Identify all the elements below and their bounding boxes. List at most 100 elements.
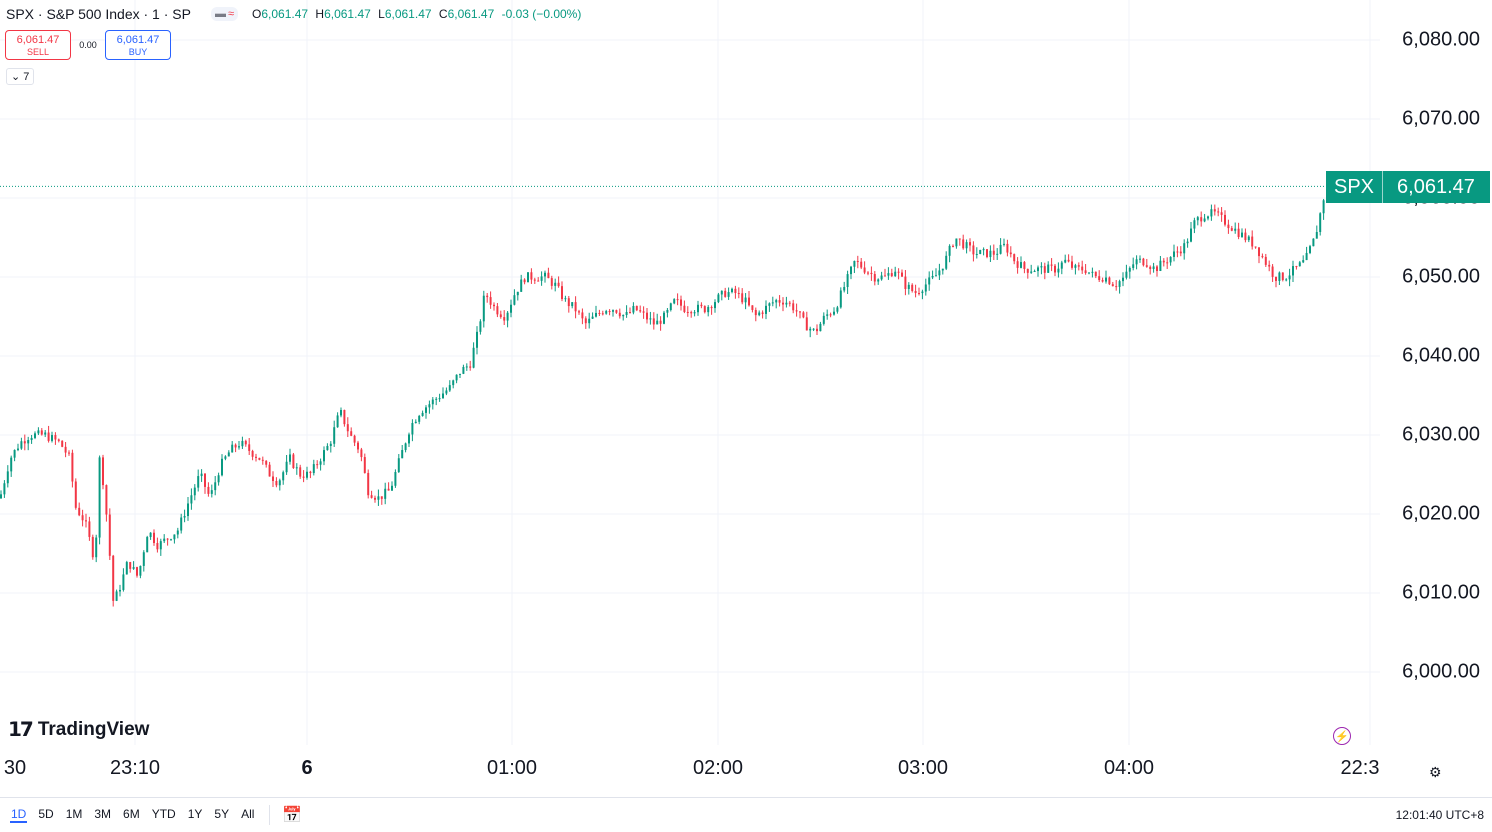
candle-body <box>224 456 227 459</box>
candle-body <box>71 452 74 482</box>
candle-body <box>329 443 332 446</box>
candle-body <box>85 520 87 522</box>
lightning-icon[interactable]: ⚡ <box>1333 727 1351 745</box>
candle-body <box>156 542 159 550</box>
candle-body <box>1169 256 1172 263</box>
candle-body <box>1159 260 1162 272</box>
range-button-3m[interactable]: 3M <box>94 807 112 821</box>
settings-gear-icon[interactable]: ⚙ <box>1429 764 1442 780</box>
candle-body <box>904 276 907 289</box>
candle-body <box>1271 266 1274 277</box>
candle-body <box>853 260 856 267</box>
candle-body <box>98 457 101 538</box>
range-button-6m[interactable]: 6M <box>123 807 140 821</box>
candle-body <box>312 464 315 474</box>
candle-body <box>829 314 832 316</box>
candle-body <box>1094 271 1097 277</box>
candle-body <box>520 279 523 292</box>
candle-body <box>714 302 716 309</box>
candle-body <box>153 532 155 543</box>
candle-body <box>268 464 271 477</box>
candle-body <box>537 280 540 282</box>
candle-body <box>1275 276 1277 281</box>
candle-body <box>1319 213 1322 232</box>
candle-body <box>1152 266 1155 270</box>
symbol-header: SPX · S&P 500 Index · 1 · SP ▬ ≈ O6,061.… <box>6 6 585 22</box>
candle-body <box>391 485 393 491</box>
candle-body <box>595 312 597 317</box>
chart-status-pill[interactable]: ▬ ≈ <box>210 7 238 21</box>
candle-body <box>833 311 835 315</box>
candle-body <box>68 452 70 454</box>
price-axis-label: 6,050.00 <box>1402 265 1480 288</box>
candle-body <box>309 471 312 474</box>
candle-body <box>142 552 145 566</box>
candle-body <box>717 294 720 303</box>
range-selector: 1D 5D 1M 3M 6M YTD 1Y 5Y All <box>0 807 255 823</box>
candle-body <box>938 270 941 276</box>
time-axis-label: 30 <box>3 757 27 779</box>
symbol-title[interactable]: SPX · S&P 500 Index · 1 · SP <box>6 6 191 22</box>
candle-body <box>1285 279 1288 281</box>
range-button-1y[interactable]: 1Y <box>187 807 203 821</box>
candle-body <box>1203 218 1206 222</box>
candle-body <box>727 292 730 297</box>
candle-body <box>697 304 699 313</box>
timezone-clock[interactable]: 12:01:40 UTC+8 <box>1395 808 1484 822</box>
candle-body <box>765 305 767 314</box>
candle-body <box>1288 275 1291 280</box>
candle-body <box>13 449 16 458</box>
candle-body <box>612 310 614 312</box>
candle-body <box>884 275 886 277</box>
price-chart[interactable] <box>0 0 1492 795</box>
range-button-1m[interactable]: 1M <box>65 807 83 821</box>
candle-body <box>744 297 747 303</box>
candle-body <box>1298 262 1301 267</box>
candle-body <box>625 312 628 315</box>
candle-body <box>969 242 971 246</box>
candle-body <box>567 298 570 307</box>
candle-body <box>408 434 410 444</box>
candle-body <box>540 276 543 281</box>
candle-body <box>435 398 438 400</box>
candle-body <box>493 304 495 307</box>
candle-body <box>1118 281 1121 287</box>
sell-button[interactable]: 6,061.47 SELL <box>5 30 71 60</box>
candle-body <box>921 291 924 294</box>
candle-body <box>1128 267 1131 272</box>
candle-body <box>873 274 876 282</box>
candle-body <box>1108 277 1111 285</box>
candle-body <box>1057 268 1060 273</box>
buy-button[interactable]: 6,061.47 BUY <box>105 30 171 60</box>
tradingview-logo[interactable]: 𝟭𝟳 TradingView <box>8 718 150 742</box>
range-button-1d[interactable]: 1D <box>10 807 28 823</box>
candle-body <box>3 483 6 495</box>
candle-body <box>1179 251 1182 254</box>
candle-body <box>1088 272 1090 274</box>
candle-body <box>581 312 584 319</box>
candle-body <box>1322 200 1325 214</box>
range-button-ytd[interactable]: YTD <box>151 807 176 821</box>
candle-body <box>673 299 676 304</box>
candle-body <box>506 312 509 321</box>
candle-body <box>23 441 26 444</box>
candle-body <box>982 249 985 251</box>
candle-body <box>734 288 737 294</box>
candle-body <box>377 496 380 500</box>
candle-body <box>20 441 23 449</box>
indicators-collapse-button[interactable]: ⌄ 7 <box>6 68 35 85</box>
candle-body <box>81 515 84 521</box>
candle-body <box>10 457 13 472</box>
candle-body <box>1013 254 1016 262</box>
calendar-goto-icon[interactable]: 📅 <box>282 807 303 824</box>
range-button-5d[interactable]: 5D <box>38 807 54 821</box>
range-button-5y[interactable]: 5Y <box>214 807 230 821</box>
candle-body <box>40 430 43 435</box>
candle-body <box>1023 262 1026 269</box>
range-button-all[interactable]: All <box>241 807 255 821</box>
candle-body <box>1213 209 1216 212</box>
candle-body <box>676 299 679 301</box>
candle-body <box>1241 232 1243 237</box>
candlestick-series <box>0 198 1325 607</box>
candle-body <box>1037 267 1039 272</box>
